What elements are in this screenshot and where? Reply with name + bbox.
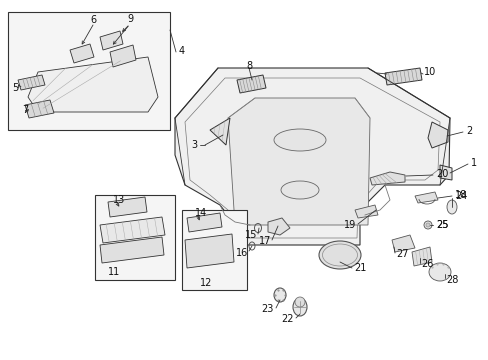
Polygon shape [227, 98, 369, 225]
Text: 3: 3 [190, 140, 197, 150]
Polygon shape [391, 235, 414, 252]
Polygon shape [108, 197, 147, 217]
Ellipse shape [273, 288, 285, 302]
Polygon shape [100, 31, 123, 50]
Text: 13: 13 [113, 195, 125, 205]
Polygon shape [184, 234, 234, 268]
Text: 24: 24 [454, 191, 467, 201]
Ellipse shape [294, 297, 305, 307]
Text: 25: 25 [435, 220, 447, 230]
Ellipse shape [292, 298, 306, 316]
Polygon shape [25, 100, 54, 118]
Ellipse shape [425, 223, 429, 227]
Text: 5: 5 [12, 83, 18, 93]
Polygon shape [427, 122, 447, 148]
Text: 7: 7 [22, 105, 28, 115]
Ellipse shape [273, 129, 325, 151]
Polygon shape [100, 237, 163, 263]
Polygon shape [18, 75, 45, 90]
Polygon shape [186, 213, 222, 232]
Polygon shape [110, 45, 136, 67]
Text: 8: 8 [245, 61, 251, 71]
Text: 25: 25 [435, 220, 447, 230]
Text: 12: 12 [200, 278, 212, 288]
Text: 11: 11 [108, 267, 120, 277]
Polygon shape [70, 44, 94, 63]
Polygon shape [267, 218, 289, 235]
Text: 22: 22 [281, 314, 293, 324]
Text: 27: 27 [395, 249, 407, 259]
Text: 16: 16 [235, 248, 247, 258]
Polygon shape [414, 192, 437, 203]
Polygon shape [439, 165, 451, 180]
Polygon shape [369, 172, 404, 185]
Text: 2: 2 [465, 126, 471, 136]
Bar [8, 12, 170, 130]
Text: 10: 10 [423, 67, 435, 77]
Bar [95, 195, 175, 280]
Bar [182, 210, 246, 290]
Polygon shape [100, 217, 164, 243]
Polygon shape [354, 205, 377, 218]
Text: 1: 1 [470, 158, 476, 168]
Polygon shape [384, 68, 421, 85]
Text: 9: 9 [127, 14, 133, 24]
Text: 6: 6 [90, 15, 96, 25]
Polygon shape [175, 68, 449, 245]
Text: 14: 14 [195, 208, 207, 218]
Ellipse shape [423, 221, 431, 229]
Polygon shape [28, 57, 158, 112]
Ellipse shape [446, 200, 456, 214]
Ellipse shape [281, 181, 318, 199]
Text: 26: 26 [420, 259, 432, 269]
Text: 21: 21 [353, 263, 366, 273]
Text: 18: 18 [454, 190, 467, 200]
Text: 15: 15 [244, 230, 257, 240]
Ellipse shape [318, 241, 360, 269]
Text: 28: 28 [445, 275, 457, 285]
Text: 17: 17 [258, 236, 270, 246]
Text: 19: 19 [343, 220, 355, 230]
Text: 20: 20 [435, 169, 447, 179]
Text: 4: 4 [179, 46, 185, 56]
Polygon shape [209, 118, 229, 145]
Polygon shape [237, 75, 265, 93]
Polygon shape [411, 247, 431, 266]
Text: 23: 23 [261, 304, 273, 314]
Ellipse shape [428, 263, 450, 281]
